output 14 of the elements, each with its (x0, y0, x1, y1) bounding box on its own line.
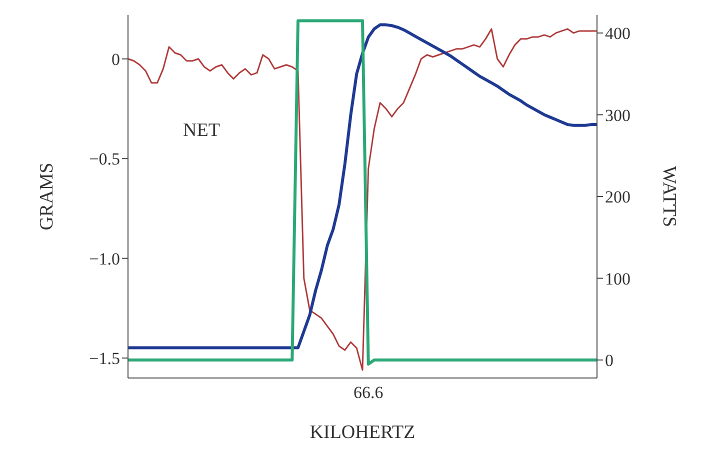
y-tick-label: −1.0 (89, 249, 120, 268)
y2-tick-label: 200 (605, 188, 630, 207)
y2-axis-title: WATTS (658, 166, 680, 228)
x-tick-label: 66.6 (353, 383, 384, 402)
y-tick-label: −0.5 (89, 150, 120, 169)
y-axis-title: GRAMS (36, 162, 58, 230)
annotation: NET (183, 120, 220, 142)
y2-tick-label: 100 (605, 269, 630, 288)
y-tick-label: −1.5 (89, 349, 120, 368)
y2-tick-label: 0 (605, 351, 614, 370)
x-axis-title: KILOHERTZ (310, 422, 416, 443)
y2-tick-label: 400 (605, 24, 630, 44)
y2-tick-label: 300 (605, 106, 630, 125)
y-tick-label: 0 (112, 50, 120, 69)
